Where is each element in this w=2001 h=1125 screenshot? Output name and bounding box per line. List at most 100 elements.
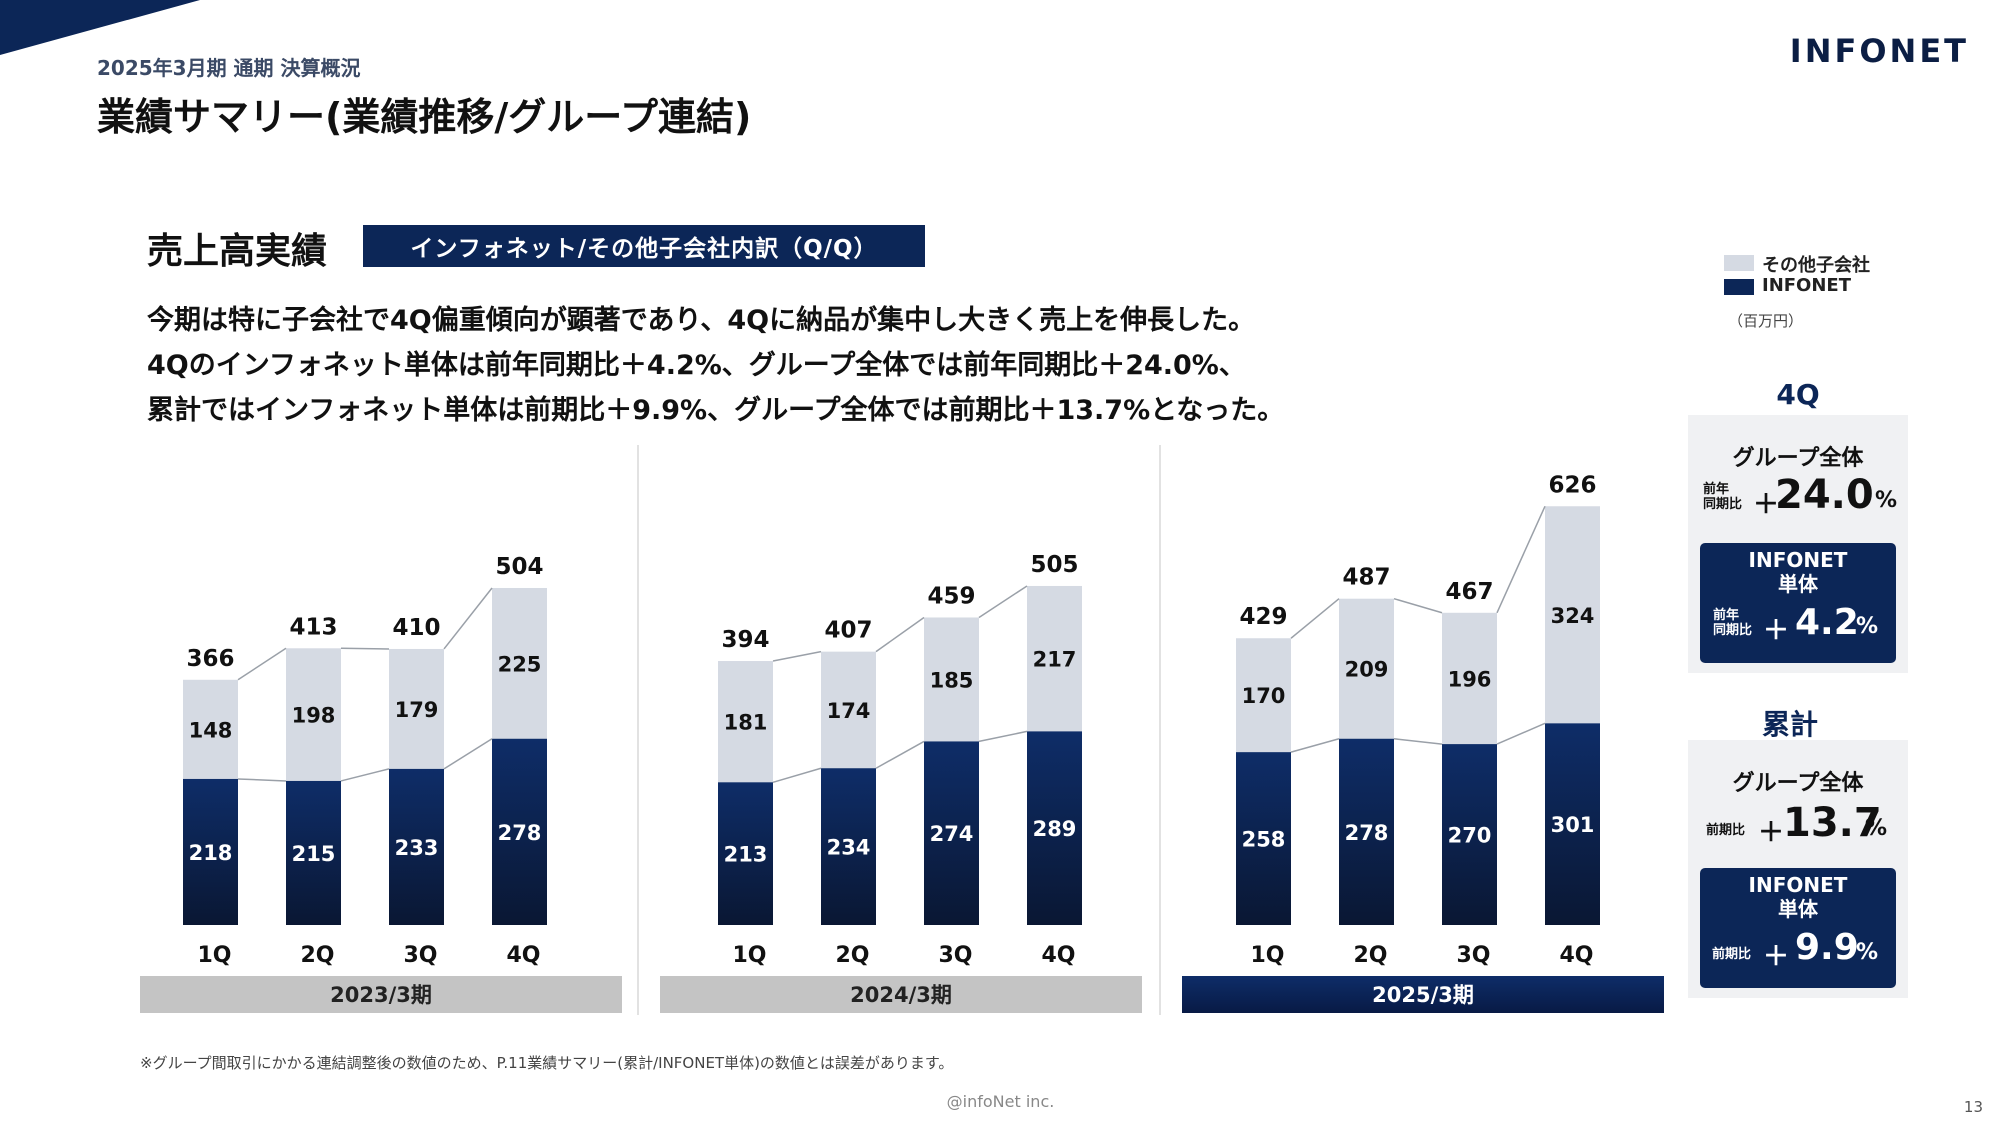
connector-total	[237, 647, 287, 681]
page-title: 業績サマリー(業績推移/グループ連結)	[97, 95, 752, 139]
q4-group-label: グループ全体	[1732, 446, 1864, 471]
cumulative-panel-heading: 累計	[1761, 708, 1818, 741]
bar-other-2024/3期-3Q	[924, 617, 979, 742]
data-label-infonet: 258	[1242, 828, 1286, 852]
bar-other-2023/3期-4Q	[492, 587, 547, 739]
data-label-total: 366	[186, 646, 234, 672]
data-label-infonet: 278	[1345, 821, 1389, 845]
q4-group-percent: %	[1875, 488, 1898, 513]
cumulative-group-label: グループ全体	[1732, 771, 1864, 796]
cumulative-group-prefix: 前期比	[1706, 823, 1746, 838]
bar-infonet-2024/3期-2Q	[821, 768, 876, 925]
unit-label: （百万円）	[1728, 312, 1804, 330]
data-label-total: 429	[1239, 604, 1287, 630]
data-label-infonet: 215	[292, 842, 336, 866]
data-label-infonet: 213	[724, 843, 768, 867]
q4-panel-heading: 4Q	[1776, 378, 1820, 411]
data-label-total: 504	[495, 554, 543, 580]
data-label-infonet: 218	[189, 841, 233, 865]
data-label-infonet: 270	[1448, 824, 1492, 848]
legend-label-infonet: INFONET	[1762, 275, 1851, 296]
bar-infonet-2025/3期-4Q	[1545, 723, 1600, 925]
company-logo: INFONET	[1789, 32, 1969, 70]
cumulative-infonet-plus: ＋	[1763, 942, 1790, 972]
bar-other-2024/3期-4Q	[1027, 585, 1082, 732]
x-tick-label: 4Q	[1041, 943, 1075, 968]
connector-infonet	[1393, 737, 1443, 745]
bar-infonet-2024/3期-4Q	[1027, 731, 1082, 925]
cumulative-group-plus: ＋	[1758, 818, 1785, 848]
sales-bar-chart: 218 148 366 1Q 215 198 413 2Q 233 179 410 3Q 278 225 5…	[140, 445, 1664, 1015]
period-band-2023/3期	[140, 976, 622, 1013]
bar-infonet-2023/3期-1Q	[183, 778, 238, 925]
page-number: 13	[1963, 1098, 1983, 1116]
period-label: 2024/3期	[850, 983, 952, 1007]
connector-total	[1496, 505, 1546, 614]
data-label-infonet: 274	[930, 822, 974, 846]
bar-other-2023/3期-3Q	[389, 648, 444, 769]
data-label-other: 148	[189, 718, 233, 742]
x-tick-label: 2Q	[300, 943, 334, 968]
cumulative-infonet-title: INFONET 単体	[1748, 873, 1848, 921]
q4-infonet-box	[1700, 543, 1896, 663]
connector-infonet	[875, 740, 925, 769]
bar-other-2025/3期-4Q	[1545, 506, 1600, 724]
data-label-other: 170	[1242, 684, 1286, 708]
data-label-total: 459	[927, 583, 975, 609]
x-tick-label: 4Q	[506, 943, 540, 968]
data-label-infonet: 301	[1551, 813, 1595, 837]
data-label-infonet: 278	[498, 821, 542, 845]
bar-other-2025/3期-2Q	[1339, 598, 1394, 739]
bar-infonet-2023/3期-4Q	[492, 738, 547, 925]
cumulative-infonet-prefix: 前期比	[1712, 947, 1752, 962]
connector-total	[978, 585, 1028, 619]
bar-other-2024/3期-1Q	[718, 661, 773, 783]
data-label-other: 181	[724, 711, 768, 735]
data-label-other: 185	[930, 668, 974, 692]
corner-decoration	[0, 0, 200, 55]
data-label-total: 410	[392, 615, 440, 641]
data-label-other: 324	[1551, 604, 1595, 628]
cumulative-infonet-box	[1700, 868, 1896, 988]
q4-infonet-value: 4.2	[1795, 602, 1859, 643]
data-label-total: 407	[824, 618, 872, 644]
bar-infonet-2023/3期-3Q	[389, 768, 444, 925]
bar-other-2025/3期-3Q	[1442, 612, 1497, 745]
data-label-total: 505	[1030, 552, 1078, 578]
q4-group-plus: ＋	[1753, 490, 1780, 520]
data-label-total: 413	[289, 614, 337, 640]
bar-infonet-2023/3期-2Q	[286, 780, 341, 925]
description-line-3: 累計ではインフォネット単体は前期比＋9.9%、グループ全体では前期比＋13.7%…	[147, 395, 1285, 426]
x-tick-label: 3Q	[403, 943, 437, 968]
period-label: 2025/3期	[1372, 983, 1474, 1007]
connector-total	[875, 616, 925, 653]
description-line-1: 今期は特に子会社で4Q偏重傾向が顕著であり、4Qに納品が集中し大きく売上を伸長し…	[147, 305, 1256, 336]
x-tick-label: 3Q	[1456, 943, 1490, 968]
cumulative-group-percent: %	[1865, 816, 1888, 841]
data-label-other: 198	[292, 704, 336, 728]
connector-infonet	[1496, 722, 1546, 745]
bar-other-2023/3期-1Q	[183, 679, 238, 779]
connector-total	[443, 587, 493, 650]
legend-label-other: その他子会社	[1762, 255, 1870, 276]
connector-infonet	[237, 778, 287, 782]
data-label-infonet: 234	[827, 836, 871, 860]
connector-total	[772, 650, 822, 662]
period-band-2024/3期	[660, 976, 1142, 1013]
x-tick-label: 3Q	[938, 943, 972, 968]
connector-infonet	[772, 767, 822, 784]
connector-total	[340, 647, 390, 650]
cumulative-infonet-value: 9.9	[1795, 927, 1859, 968]
copyright: @infoNet inc.	[946, 1092, 1055, 1111]
connector-infonet	[443, 738, 493, 770]
x-tick-label: 1Q	[1250, 943, 1284, 968]
q4-infonet-prefix: 前年 同期比	[1713, 608, 1753, 638]
description-line-2: 4Qのインフォネット単体は前年同期比＋4.2%、グループ全体では前年同期比＋24…	[147, 350, 1246, 381]
bar-infonet-2025/3期-1Q	[1236, 752, 1291, 925]
x-tick-label: 4Q	[1559, 943, 1593, 968]
cumulative-group-value: 13.7	[1783, 800, 1882, 846]
data-label-infonet: 289	[1033, 817, 1077, 841]
data-label-other: 179	[395, 698, 439, 722]
q4-infonet-plus: ＋	[1763, 616, 1790, 646]
section-title: 売上高実績	[147, 231, 328, 272]
